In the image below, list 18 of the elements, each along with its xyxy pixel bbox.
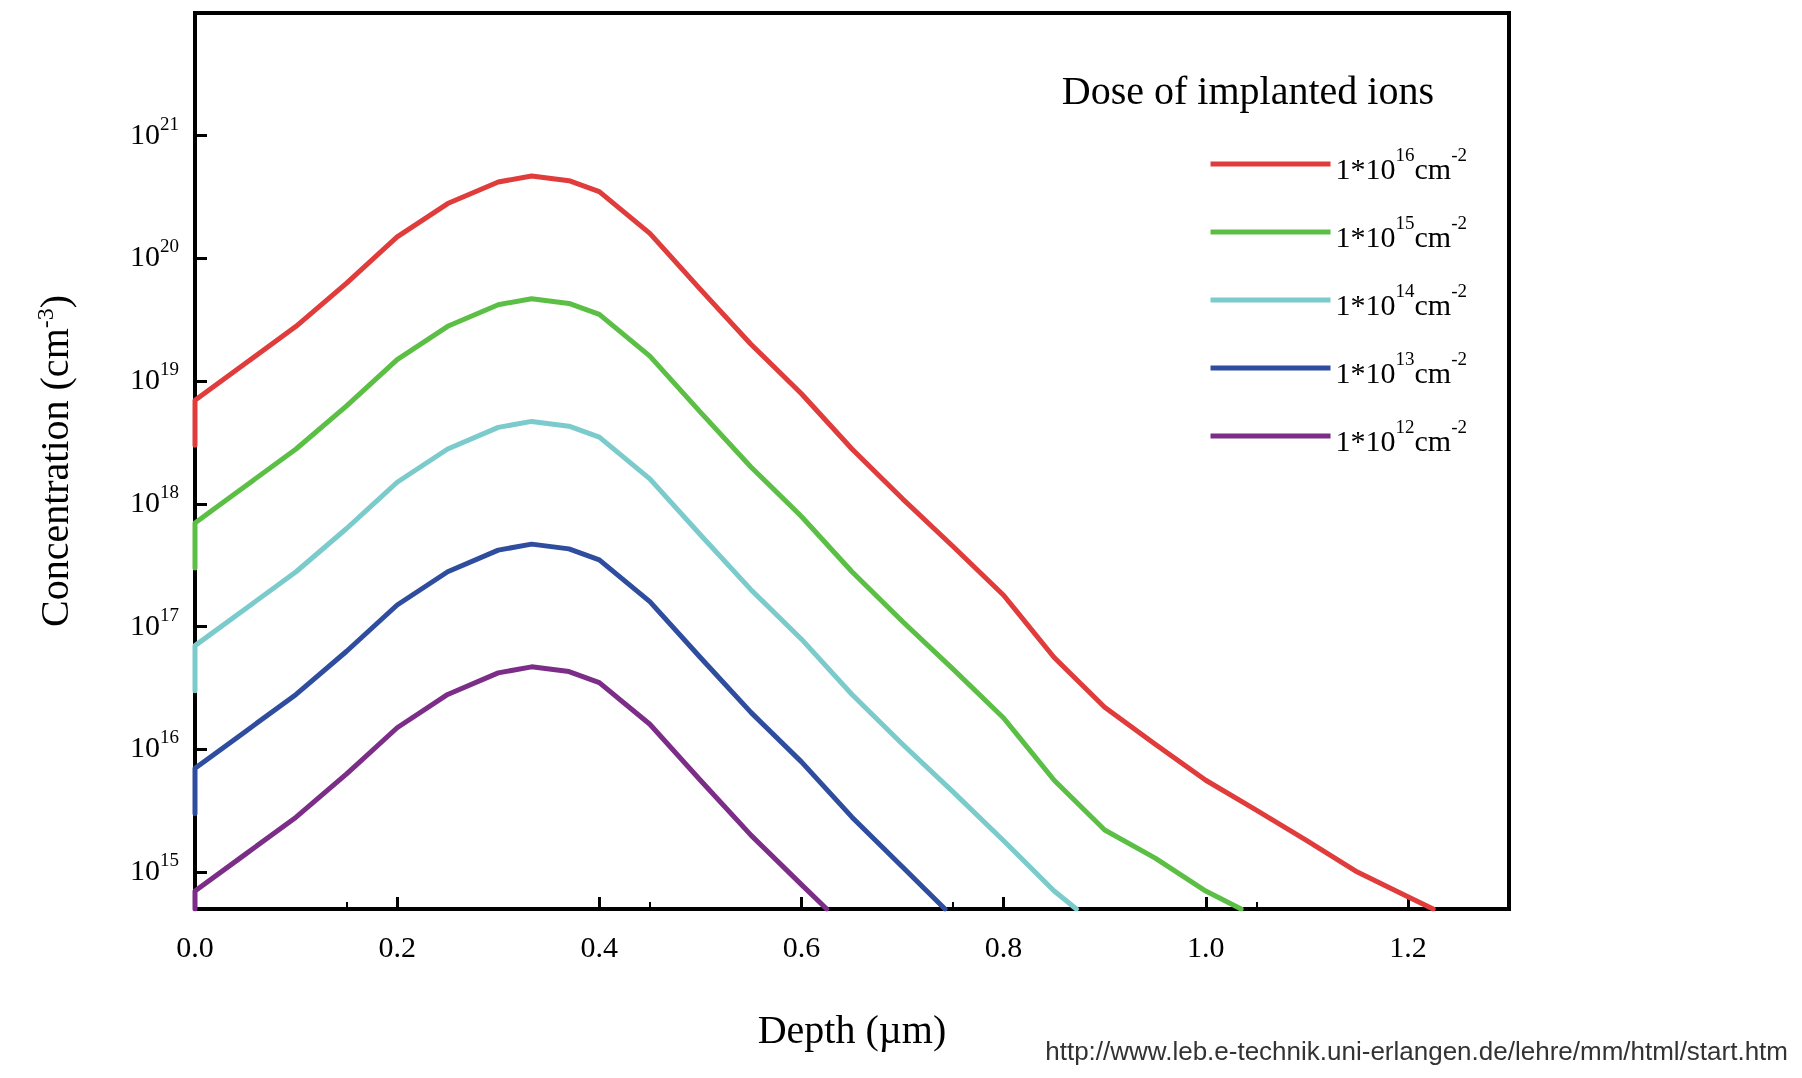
x-tick-label: 0.0 <box>176 929 214 963</box>
x-tick-label: 0.8 <box>984 929 1023 963</box>
legend-title: Dose of implanted ions <box>1061 67 1434 113</box>
x-tick-label: 0.4 <box>580 929 619 963</box>
y-tick-label: 10$^{21}$ <box>130 112 179 152</box>
y-tick-label: 10$^{17}$ <box>130 603 179 643</box>
y-tick-label: 10$^{19}$ <box>130 358 179 398</box>
y-tick-label: 10$^{18}$ <box>130 480 179 520</box>
y-axis-title: Concentration (cm-3) <box>31 294 77 628</box>
x-tick-label: 0.6 <box>782 929 821 963</box>
y-tick-label: 10$^{15}$ <box>130 849 179 889</box>
x-tick-label: 1.2 <box>1389 929 1427 963</box>
y-tick-label: 10$^{20}$ <box>130 235 179 275</box>
x-tick-label: 0.2 <box>378 929 416 963</box>
x-axis-title: Depth (µm) <box>757 1006 947 1052</box>
y-tick-label: 10$^{16}$ <box>130 726 179 766</box>
x-tick-label: 1.0 <box>1187 929 1225 963</box>
text: http://www.leb.e-technik.uni-erlangen.de/lehre/mm/html/start.htm <box>1045 1036 1788 1066</box>
